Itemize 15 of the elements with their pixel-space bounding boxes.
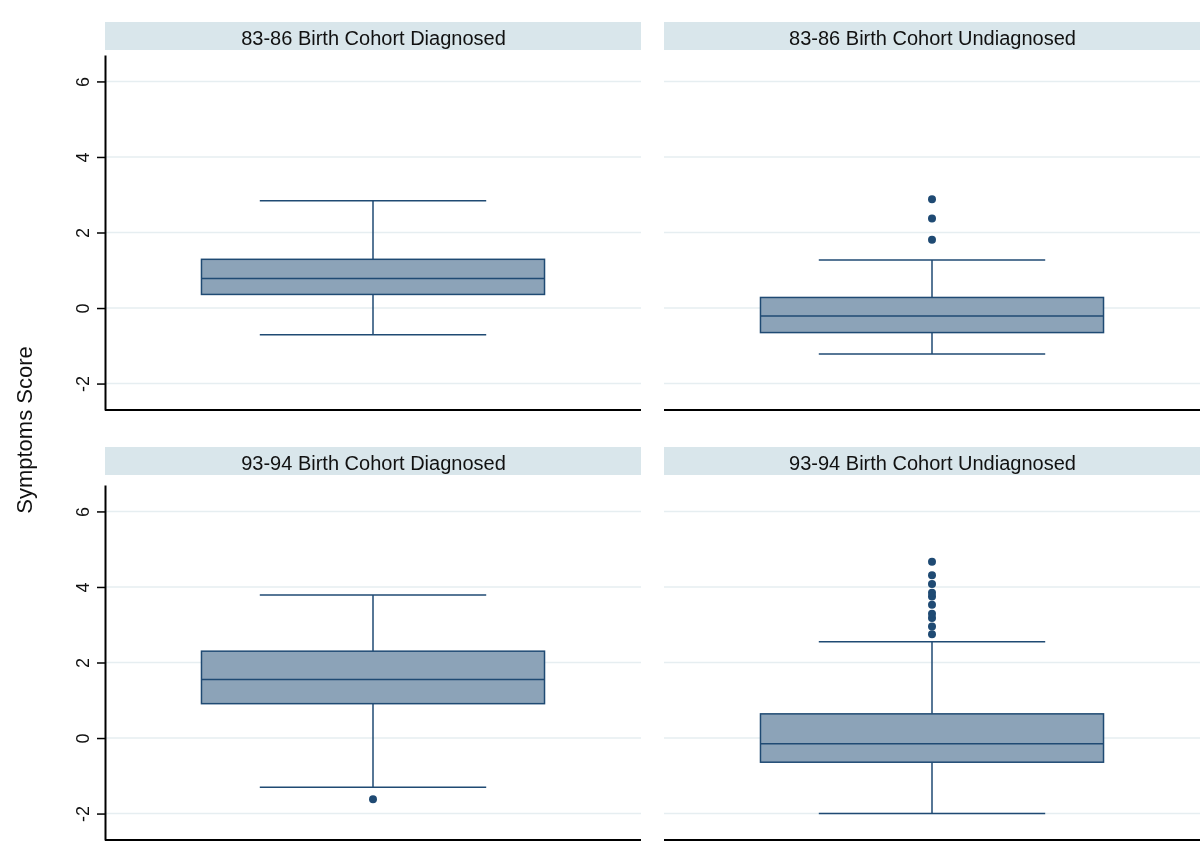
y-tick-label: 2 xyxy=(73,227,94,239)
y-tick-label: 2 xyxy=(73,657,94,669)
y-tick-label: 6 xyxy=(73,76,94,87)
x-tick-label: 83-86 Birth Cohort Undiagnosed xyxy=(789,27,1076,49)
x-tick-label: 93-94 Birth Cohort Diagnosed xyxy=(241,452,506,474)
x-tick-label: 83-86 Birth Cohort Diagnosed xyxy=(241,27,506,49)
y-tick-label: 0 xyxy=(73,733,94,744)
x-tick-label: 93-94 Birth Cohort Undiagnosed xyxy=(789,452,1076,474)
y-tick-label: -2 xyxy=(73,376,94,393)
y-tick-label: -2 xyxy=(73,806,94,823)
y-tick-label: 6 xyxy=(73,506,94,517)
y-tick-label: 4 xyxy=(73,582,94,593)
y-tick-label: 4 xyxy=(73,152,94,163)
y-axis-title: Symptoms Score xyxy=(12,346,37,514)
y-tick-label: 0 xyxy=(73,303,94,314)
